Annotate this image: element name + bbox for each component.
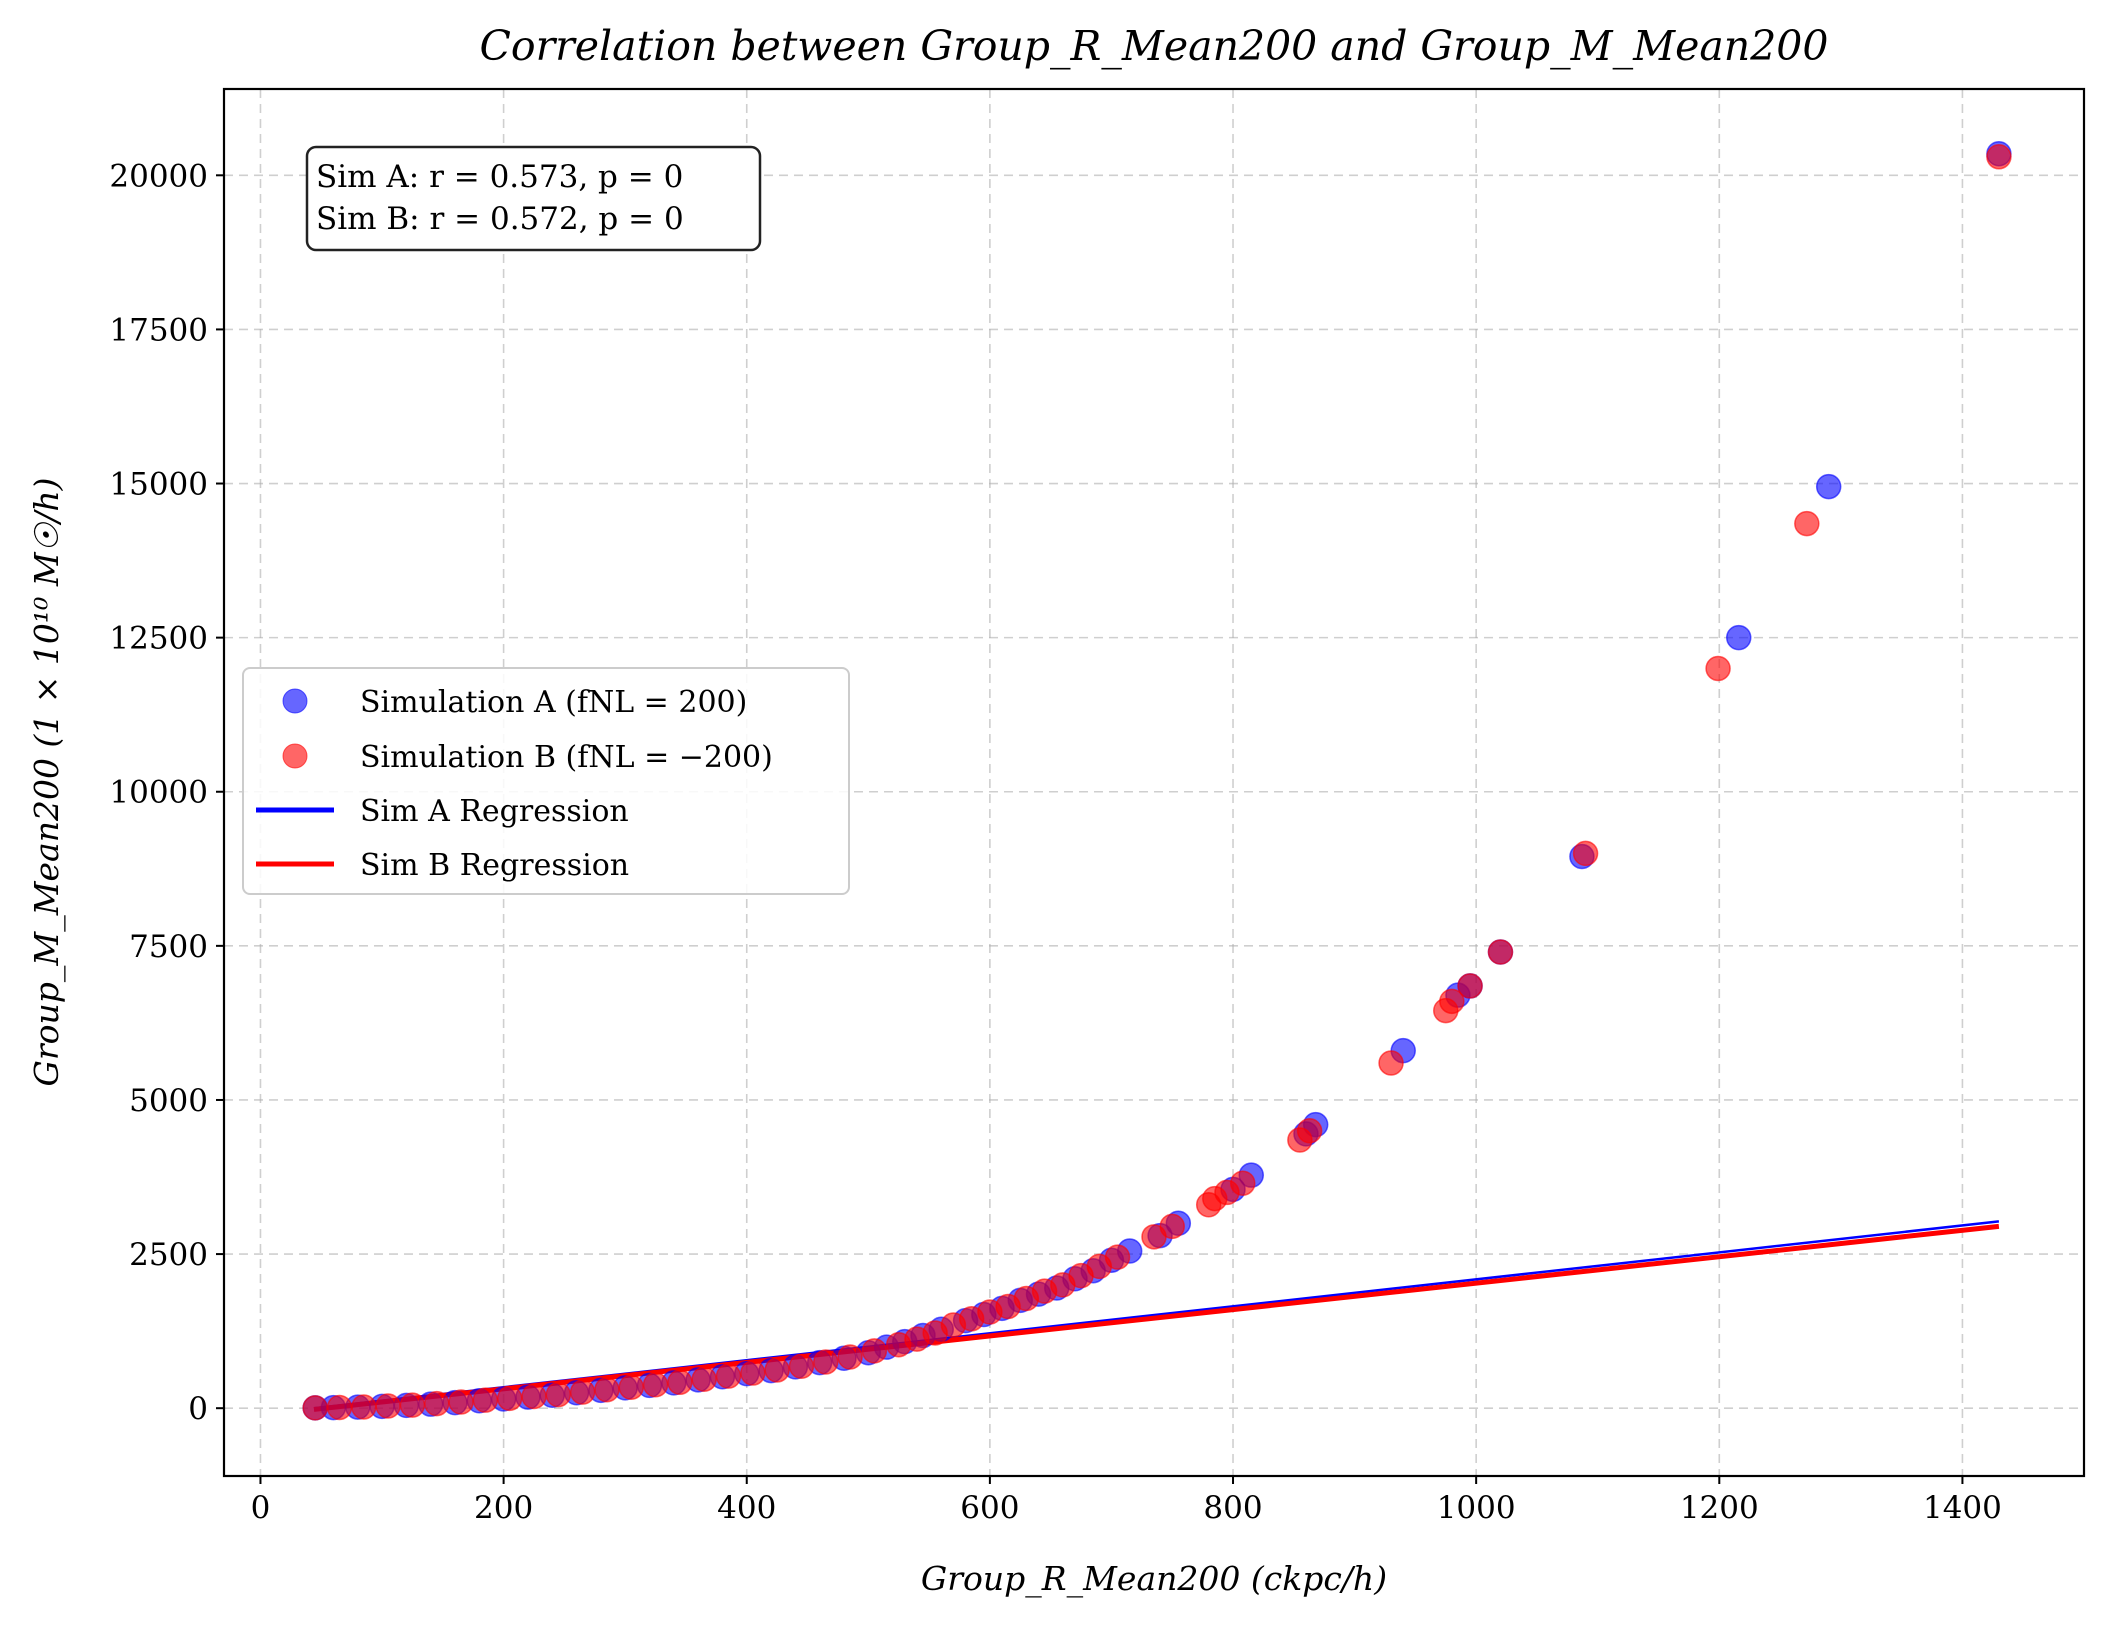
legend-label-sim-a: Simulation A (fNL = 200)	[360, 685, 747, 720]
data-point-sim-b	[691, 1366, 717, 1392]
x-tick-label: 1200	[1680, 1490, 1759, 1526]
y-axis-ticks: 0 2500 5000 7500 10000 12500 15000 17500 20000	[109, 158, 224, 1427]
data-point-sim-b	[788, 1353, 815, 1380]
legend-frame	[242, 667, 850, 895]
data-point-sim-b	[594, 1376, 620, 1403]
stats-line-sim-a: Sim A: r = 0.573, p = 0	[316, 159, 683, 195]
y-tick-label: 2500	[129, 1237, 208, 1273]
x-axis-label: Group_R_Mean200 (ckpc/h)	[921, 1559, 1387, 1599]
y-tick-label: 7500	[129, 929, 208, 965]
legend: Simulation A (fNL = 200) Simulation B (f…	[242, 667, 850, 895]
data-point-sim-a	[1815, 473, 1842, 500]
regression-line-sim-b	[313, 1223, 2000, 1412]
data-point-sim-b	[740, 1360, 766, 1386]
data-point-sim-b	[1141, 1224, 1167, 1250]
data-point-sim-b	[1794, 510, 1820, 537]
points-sim-b	[302, 144, 2012, 1421]
data-point-sim-b	[351, 1394, 377, 1420]
x-tick-label: 400	[717, 1490, 776, 1526]
x-tick-label: 0	[251, 1490, 271, 1526]
x-axis-ticks: 0 200 400 600 800 1000 1200 1400	[251, 1476, 2002, 1526]
legend-label-sim-b: Simulation B (fNL = −200)	[360, 740, 773, 775]
legend-marker-sim-b	[282, 743, 308, 769]
plot-frame	[222, 87, 2086, 1478]
data-point-sim-b	[764, 1357, 790, 1383]
stats-box: Sim A: r = 0.573, p = 0 Sim B: r = 0.572…	[305, 145, 762, 252]
y-axis-label: Group_M_Mean200 (1 × 10¹⁰ M☉/h)	[27, 478, 67, 1087]
regression-lines	[313, 1220, 2000, 1412]
y-tick-label: 20000	[109, 158, 208, 194]
data-point-sim-b	[1457, 973, 1483, 999]
data-point-sim-b	[1705, 655, 1731, 682]
data-point-sim-b	[618, 1374, 645, 1400]
data-point-sim-b	[569, 1379, 596, 1405]
data-point-sim-b	[326, 1394, 353, 1421]
data-point-sim-b	[642, 1372, 669, 1398]
data-point-sim-b	[399, 1392, 426, 1418]
y-tick-label: 10000	[109, 775, 208, 811]
y-tick-label: 15000	[109, 467, 208, 503]
data-point-sim-b	[1487, 939, 1514, 965]
data-point-sim-b	[375, 1393, 401, 1419]
stats-line-sim-b: Sim B: r = 0.572, p = 0	[316, 201, 684, 237]
data-point-sim-b	[1986, 144, 2012, 170]
y-tick-label: 17500	[109, 312, 208, 348]
legend-label-sim-a-regression: Sim A Regression	[360, 794, 629, 829]
data-point-sim-b	[521, 1383, 547, 1410]
data-point-sim-b	[1195, 1192, 1222, 1218]
data-point-sim-b	[423, 1390, 450, 1417]
data-point-sim-b	[472, 1387, 499, 1413]
x-tick-label: 600	[960, 1490, 1019, 1526]
data-point-sim-b	[885, 1331, 912, 1358]
data-point-sim-b	[715, 1363, 742, 1389]
data-point-sim-b	[1433, 997, 1459, 1024]
data-point-sim-b	[1378, 1050, 1404, 1076]
data-point-sim-b	[545, 1381, 572, 1408]
data-point-sim-b	[1572, 840, 1599, 867]
data-point-sim-a	[1725, 624, 1752, 651]
data-point-sim-b	[837, 1344, 863, 1370]
data-point-sim-b	[448, 1389, 474, 1415]
data-point-sim-b	[1287, 1127, 1313, 1153]
legend-label-sim-b-regression: Sim B Regression	[360, 848, 629, 883]
x-tick-label: 1000	[1437, 1490, 1516, 1526]
data-point-sim-b	[861, 1338, 888, 1364]
legend-marker-sim-a	[282, 688, 308, 714]
x-tick-label: 800	[1203, 1490, 1262, 1526]
data-point-sim-b	[302, 1395, 328, 1421]
x-tick-label: 200	[474, 1490, 533, 1526]
y-tick-label: 12500	[109, 621, 208, 657]
data-point-sim-b	[496, 1385, 523, 1412]
x-tick-label: 1400	[1923, 1490, 2002, 1526]
chart-title: Correlation between Group_R_Mean200 and …	[480, 22, 1829, 70]
data-point-sim-b	[813, 1349, 839, 1375]
y-tick-label: 0	[188, 1391, 208, 1427]
y-tick-label: 5000	[129, 1083, 208, 1119]
data-point-sim-b	[667, 1369, 693, 1396]
stats-box-frame	[305, 145, 762, 252]
